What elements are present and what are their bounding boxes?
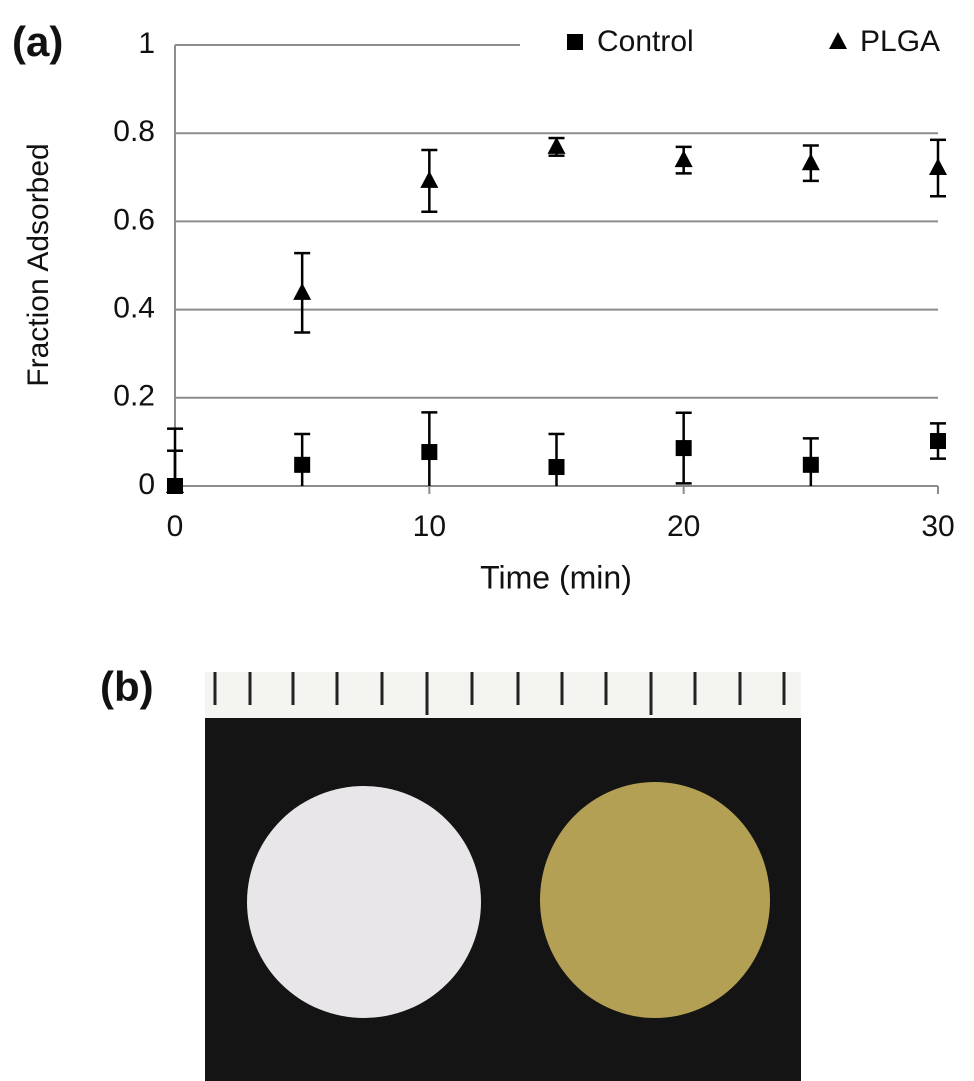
marker: [675, 440, 692, 457]
marker: [548, 459, 565, 476]
legend-marker: [567, 34, 583, 50]
panel-label: (a): [12, 18, 63, 65]
photo: [205, 672, 801, 1081]
x-tick-label: 0: [167, 510, 184, 543]
y-tick-label: 0: [138, 468, 155, 501]
marker: [293, 282, 312, 300]
x-tick-label: 30: [921, 510, 954, 543]
marker: [801, 153, 820, 171]
panel-label: (b): [100, 663, 154, 710]
y-tick-label: 1: [138, 27, 155, 60]
legend-label: PLGA: [860, 25, 940, 58]
marker: [929, 158, 947, 176]
legend-background: [520, 20, 974, 65]
marker: [802, 456, 819, 473]
y-tick-label: 0.6: [113, 203, 155, 236]
y-tick-label: 0.4: [113, 292, 155, 325]
marker: [421, 444, 438, 461]
marker: [547, 136, 566, 154]
x-axis-title: Time (min): [480, 559, 632, 595]
y-tick-label: 0.2: [113, 380, 155, 413]
x-tick-label: 10: [413, 510, 446, 543]
legend-marker: [829, 32, 847, 49]
marker: [167, 478, 183, 494]
marker: [930, 433, 946, 450]
legend-label: Control: [597, 25, 694, 58]
y-tick-label: 0.8: [113, 115, 155, 148]
marker: [674, 150, 693, 168]
y-axis-title: Fraction Adsorbed: [22, 143, 55, 386]
x-tick-label: 20: [667, 510, 700, 543]
marker: [420, 170, 439, 188]
marker: [294, 456, 311, 473]
